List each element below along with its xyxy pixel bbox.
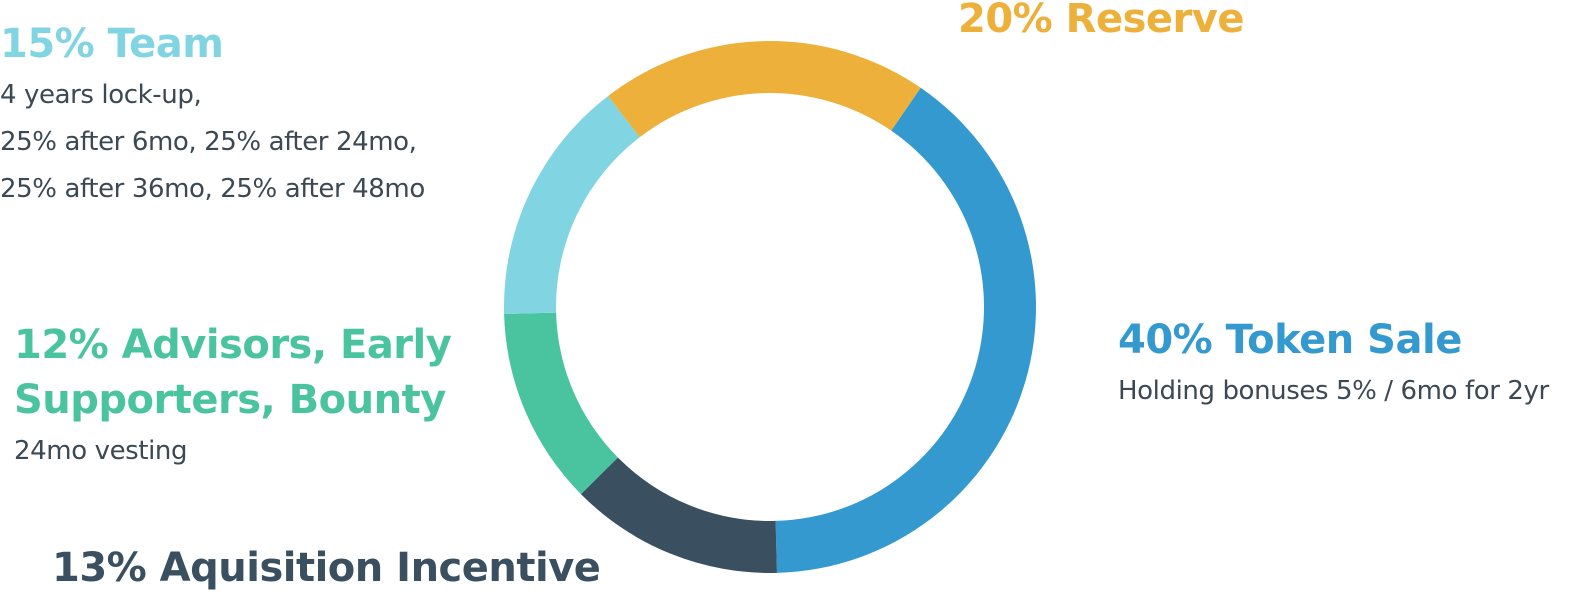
aquisition-heading: 13% Aquisition Incentive	[52, 545, 601, 591]
token-sale-label: 40% Token Sale Holding bonuses 5% / 6mo …	[1118, 312, 1549, 415]
advisors-description-line: 24mo vesting	[14, 436, 188, 466]
team-description-line: 4 years lock-up,	[0, 80, 202, 110]
team-description-line: 25% after 36mo, 25% after 48mo	[0, 174, 425, 204]
advisors-heading-line: Supporters, Bounty	[14, 377, 446, 423]
token-sale-description: Holding bonuses 5% / 6mo for 2yr	[1118, 368, 1549, 415]
advisors-heading-line: 12% Advisors, Early	[14, 322, 452, 368]
donut-slice-reserve	[608, 40, 921, 138]
advisors-label: 12% Advisors, Early Supporters, Bounty 2…	[14, 318, 452, 475]
aquisition-label: 13% Aquisition Incentive	[52, 540, 601, 596]
team-description: 4 years lock-up, 25% after 6mo, 25% afte…	[0, 72, 425, 213]
team-heading: 15% Team	[0, 21, 224, 67]
reserve-heading: 20% Reserve	[958, 0, 1244, 42]
advisors-heading: 12% Advisors, Early Supporters, Bounty	[14, 318, 452, 428]
donut-slice-team	[504, 95, 640, 314]
token-sale-heading: 40% Token Sale	[1118, 317, 1462, 363]
donut-slice-token-sale	[775, 87, 1037, 573]
team-description-line: 25% after 6mo, 25% after 24mo,	[0, 127, 417, 157]
reserve-label: 20% Reserve	[958, 0, 1244, 47]
donut-slice-advisors-early-supporters-bounty	[504, 312, 618, 495]
token-sale-description-line: Holding bonuses 5% / 6mo for 2yr	[1118, 376, 1549, 406]
team-label: 15% Team 4 years lock-up, 25% after 6mo,…	[0, 16, 425, 213]
advisors-description: 24mo vesting	[14, 428, 451, 475]
donut-slice-aquisition-incentive	[580, 457, 777, 573]
